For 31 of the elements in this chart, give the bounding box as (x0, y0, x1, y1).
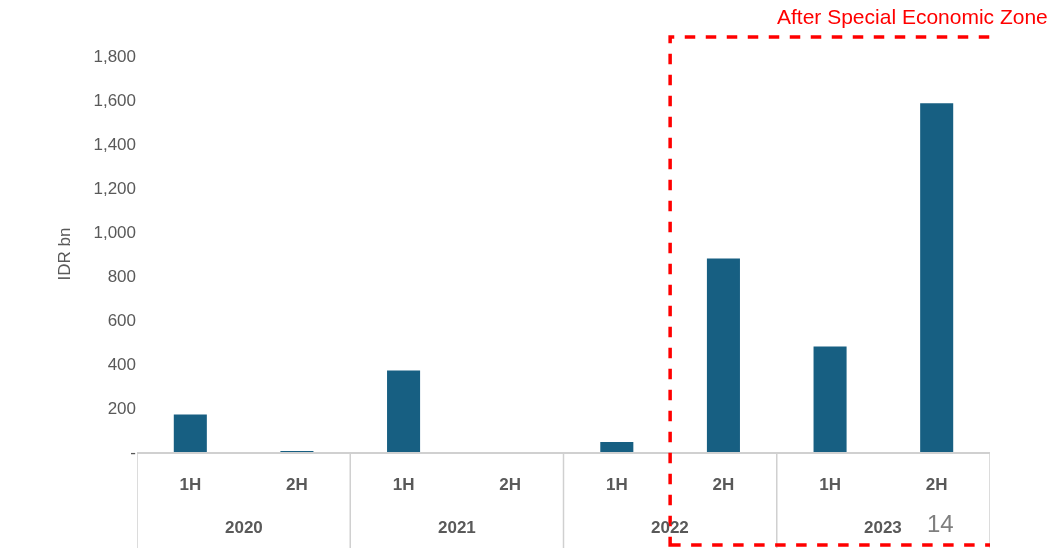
x-tick-label: 1H (819, 475, 841, 495)
bar (920, 103, 954, 452)
y-tick-label: 1,800 (93, 46, 136, 66)
y-tick-label: - (130, 442, 136, 462)
text: 2022 (651, 518, 689, 537)
bar (173, 414, 207, 452)
bar (706, 258, 740, 452)
x-tick-label: 2H (925, 475, 948, 495)
text: 2023 (864, 518, 902, 537)
y-tick-label: 800 (107, 266, 136, 286)
bar (387, 370, 421, 452)
text: 2021 (438, 518, 476, 537)
y-tick-label: 600 (107, 310, 136, 330)
y-tick-label: 1,200 (93, 178, 136, 198)
text: 14 (927, 510, 954, 537)
y-axis-title: IDR bn (55, 227, 74, 281)
text: After Special Economic Zone (777, 5, 1048, 28)
x-tick-label: 2H (499, 475, 522, 495)
x-tick-label: 1H (179, 475, 202, 495)
text: 2020 (225, 518, 263, 537)
y-tick-label: 1,600 (93, 90, 136, 110)
bar (813, 346, 847, 452)
y-tick-label: 400 (107, 354, 136, 374)
x-tick-label: 1H (392, 475, 415, 495)
y-tick-label: 1,000 (93, 222, 136, 242)
bar (600, 442, 634, 452)
y-tick-label: 1,400 (93, 134, 136, 154)
y-tick-label: 200 (107, 398, 136, 418)
x-tick-label: 1H (605, 475, 628, 495)
x-tick-label: 2H (286, 475, 308, 495)
x-tick-label: 2H (712, 475, 735, 495)
